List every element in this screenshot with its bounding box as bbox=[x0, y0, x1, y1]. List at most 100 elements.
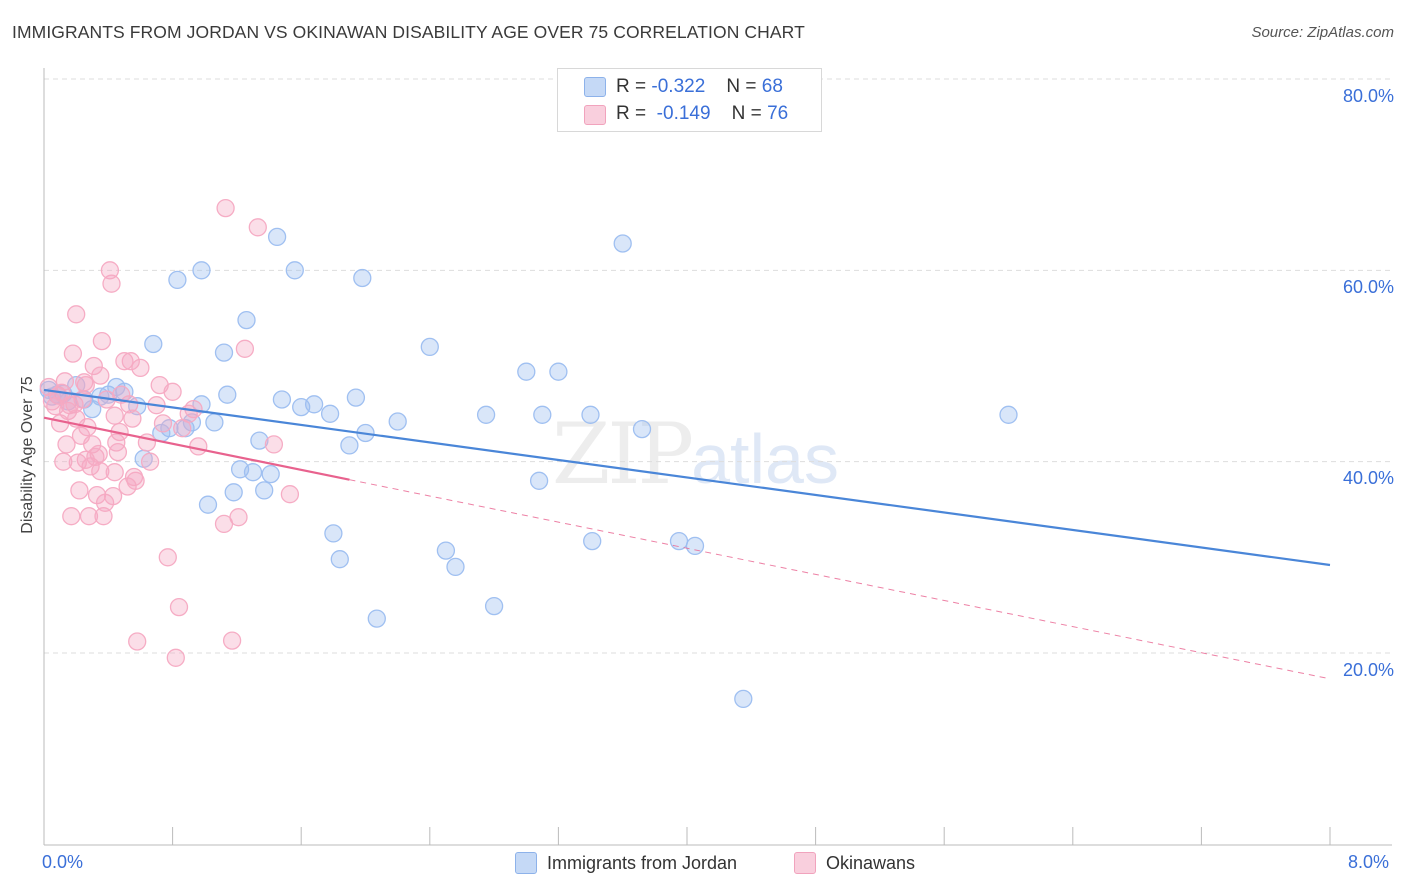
stats-r-value: -0.322 bbox=[651, 76, 706, 97]
stats-n-value: 76 bbox=[767, 103, 789, 124]
x-tick-max: 8.0% bbox=[1348, 852, 1390, 872]
point-jordan bbox=[224, 483, 243, 502]
point-jordan bbox=[214, 343, 234, 362]
point-okinawans bbox=[216, 198, 235, 218]
point-jordan bbox=[549, 362, 568, 381]
y-tick-60: 60.0% bbox=[1342, 277, 1394, 297]
stats-n-value: 68 bbox=[761, 76, 783, 97]
point-okinawans bbox=[121, 352, 140, 371]
point-okinawans bbox=[128, 632, 147, 651]
point-okinawans bbox=[126, 471, 145, 490]
trend-line-okinawans-extension bbox=[349, 479, 1331, 680]
legend-item-jordan[interactable]: Immigrants from Jordan bbox=[515, 852, 737, 874]
point-okinawans bbox=[70, 481, 89, 500]
point-okinawans bbox=[280, 485, 300, 504]
point-okinawans bbox=[131, 358, 150, 378]
point-jordan bbox=[388, 412, 407, 431]
point-jordan bbox=[320, 404, 340, 423]
point-jordan bbox=[581, 405, 600, 424]
point-okinawans bbox=[79, 507, 99, 526]
point-okinawans bbox=[54, 452, 73, 471]
stats-row-jordan: R = -0.322 N = 68 bbox=[616, 74, 783, 100]
watermark-zip: ZIP bbox=[552, 405, 694, 503]
legend-item-okinawans[interactable]: Okinawans bbox=[794, 852, 915, 874]
stats-box: R = -0.322 N = 68 R = -0.149 N = 76 bbox=[557, 68, 822, 132]
y-axis-label: Disability Age Over 75 bbox=[19, 376, 36, 534]
point-okinawans bbox=[105, 463, 124, 482]
point-okinawans bbox=[229, 508, 248, 527]
point-jordan bbox=[330, 550, 349, 569]
point-jordan bbox=[632, 419, 652, 439]
point-okinawans bbox=[76, 450, 95, 469]
point-jordan bbox=[436, 541, 456, 560]
watermark-atlas: atlas bbox=[691, 420, 839, 498]
point-jordan bbox=[255, 481, 274, 500]
legend-swatch-okinawans bbox=[794, 852, 816, 874]
point-jordan bbox=[613, 234, 632, 253]
point-okinawans bbox=[169, 597, 189, 617]
point-jordan bbox=[272, 390, 292, 409]
point-okinawans bbox=[103, 486, 123, 506]
point-jordan bbox=[304, 395, 324, 414]
point-okinawans bbox=[222, 631, 242, 650]
point-okinawans bbox=[153, 414, 173, 433]
point-jordan bbox=[205, 413, 224, 432]
point-jordan bbox=[734, 689, 753, 709]
point-okinawans bbox=[94, 507, 113, 526]
point-okinawans bbox=[120, 395, 139, 414]
point-jordan bbox=[669, 531, 689, 551]
legend-swatch-jordan bbox=[515, 852, 537, 874]
legend-label-okinawans: Okinawans bbox=[826, 852, 916, 873]
point-okinawans bbox=[173, 419, 192, 438]
point-jordan bbox=[999, 405, 1018, 424]
watermark: ZIPatlas bbox=[552, 405, 839, 503]
stats-swatch-okinawans bbox=[584, 105, 606, 125]
point-okinawans bbox=[115, 352, 134, 371]
point-okinawans bbox=[67, 305, 86, 324]
source-label: Source: ZipAtlas.com bbox=[1251, 24, 1394, 41]
point-okinawans bbox=[92, 331, 112, 351]
point-jordan bbox=[533, 405, 552, 424]
point-okinawans bbox=[248, 218, 267, 237]
point-okinawans bbox=[84, 356, 103, 376]
point-jordan bbox=[346, 388, 366, 407]
point-okinawans bbox=[264, 435, 284, 454]
stats-r-label: R = bbox=[616, 103, 647, 124]
point-jordan bbox=[420, 337, 439, 357]
point-jordan bbox=[198, 495, 218, 514]
point-okinawans bbox=[63, 344, 83, 363]
point-jordan bbox=[446, 557, 465, 577]
point-okinawans bbox=[75, 373, 94, 392]
stats-n-label: N = bbox=[731, 103, 762, 124]
point-okinawans bbox=[100, 261, 120, 280]
point-jordan bbox=[243, 463, 263, 482]
point-okinawans bbox=[158, 548, 177, 567]
y-tick-20: 20.0% bbox=[1342, 660, 1394, 680]
trend-line-jordan bbox=[43, 388, 1331, 567]
point-okinawans bbox=[76, 375, 95, 395]
point-jordan bbox=[583, 531, 602, 551]
chart-title: IMMIGRANTS FROM JORDAN VS OKINAWAN DISAB… bbox=[12, 22, 805, 42]
point-jordan bbox=[529, 471, 549, 490]
point-okinawans bbox=[166, 648, 185, 667]
x-tick-min: 0.0% bbox=[42, 852, 84, 872]
point-okinawans bbox=[189, 437, 208, 456]
point-okinawans bbox=[105, 406, 124, 425]
point-jordan bbox=[517, 362, 536, 381]
point-okinawans bbox=[57, 435, 76, 454]
stats-n-label: N = bbox=[726, 76, 757, 97]
point-jordan bbox=[267, 227, 287, 247]
legend-label-jordan: Immigrants from Jordan bbox=[547, 852, 738, 873]
stats-swatch-jordan bbox=[584, 77, 606, 97]
point-jordan bbox=[484, 596, 504, 616]
point-jordan bbox=[218, 385, 237, 404]
point-okinawans bbox=[91, 462, 110, 481]
point-okinawans bbox=[140, 452, 160, 471]
stats-r-label: R = bbox=[616, 76, 647, 97]
stats-row-okinawans: R = -0.149 N = 76 bbox=[616, 101, 788, 127]
point-jordan bbox=[324, 524, 343, 543]
point-jordan bbox=[192, 261, 211, 280]
stats-r-value: -0.149 bbox=[656, 103, 711, 124]
y-tick-40: 40.0% bbox=[1342, 468, 1394, 488]
